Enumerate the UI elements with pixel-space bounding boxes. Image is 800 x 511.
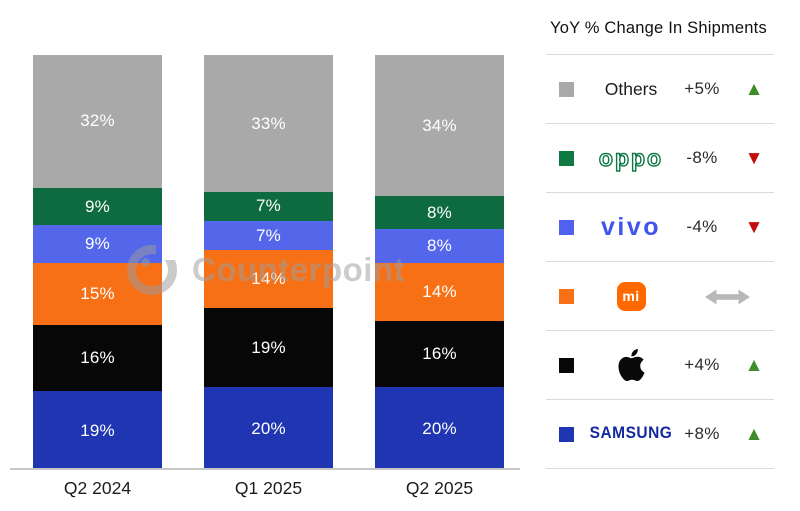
xiaomi-swatch (559, 288, 574, 304)
others-wordmark: Others (604, 78, 658, 99)
legend-row-xiaomi: mi (546, 262, 774, 331)
samsung-logo: SAMSUNG (586, 425, 676, 443)
apple-logo-icon (617, 349, 645, 381)
segment-value-label: 32% (80, 111, 115, 131)
segment-oppo-q2-2024: 9% (33, 187, 162, 226)
segment-oppo-q1-2025: 7% (204, 191, 333, 222)
segment-value-label: 33% (251, 113, 286, 133)
down-triangle-icon: ▼ (744, 216, 764, 238)
flat-double-arrow-icon (705, 289, 750, 310)
segment-oppo-q2-2025: 8% (375, 196, 504, 230)
segment-others-q1-2025: 33% (204, 55, 333, 192)
legend-rows: Others +5% ▲ oppo -8% ▼ vivo -4% ▼ mi +4% ▲ SAMSUNG +… (546, 54, 774, 469)
samsung-yoy-change: +8% (684, 424, 720, 443)
xiaomi-logo: mi (586, 281, 676, 311)
legend-row-samsung: SAMSUNG +8% ▲ (546, 400, 774, 469)
segment-xiaomi-q2-2025: 14% (375, 262, 504, 321)
segment-samsung-q2-2024: 19% (33, 391, 162, 470)
segment-value-label: 19% (80, 420, 115, 440)
vivo-yoy-change: -4% (686, 217, 718, 236)
oppo-trend-indicator: ▼ (734, 149, 774, 168)
segment-value-label: 15% (80, 283, 115, 303)
segment-value-label: 16% (80, 347, 115, 367)
bar-q1-2025: 20% 19% 14% 7% 7% 33% (204, 55, 333, 470)
segment-xiaomi-q1-2025: 14% (204, 250, 333, 309)
others-yoy-change: +5% (684, 79, 720, 98)
legend-row-apple: +4% ▲ (546, 331, 774, 400)
samsung-trend-indicator: ▲ (734, 425, 774, 444)
legend-panel: YoY % Change In Shipments Others +5% ▲ oppo… (546, 0, 774, 469)
segment-value-label: 16% (422, 343, 457, 363)
segment-others-q2-2024: 32% (33, 55, 162, 188)
x-axis-label-q1-2025: Q1 2025 (234, 478, 303, 498)
segment-value-label: 20% (422, 418, 457, 438)
legend-title: YoY % Change In Shipments (550, 19, 767, 37)
segment-value-label: 7% (256, 196, 281, 216)
apple-logo (586, 349, 676, 381)
apple-trend-indicator: ▲ (734, 356, 774, 375)
apple-yoy-change: +4% (684, 355, 720, 374)
legend-row-vivo: vivo -4% ▼ (546, 193, 774, 262)
segment-apple-q2-2024: 16% (33, 324, 162, 392)
segment-value-label: 9% (85, 196, 110, 216)
segment-vivo-q2-2025: 8% (375, 229, 504, 263)
apple-swatch (559, 357, 574, 373)
xiaomi-mi-logo-icon: mi (616, 281, 646, 311)
segment-value-label: 14% (422, 281, 457, 301)
down-triangle-icon: ▼ (744, 147, 764, 169)
segment-samsung-q2-2025: 20% (375, 387, 504, 470)
oppo-wordmark: oppo (598, 144, 664, 171)
segment-samsung-q1-2025: 20% (204, 387, 333, 470)
segment-value-label: 7% (256, 225, 281, 245)
vivo-logo: vivo (586, 213, 676, 242)
segment-value-label: 20% (251, 418, 286, 438)
segment-vivo-q2-2024: 9% (33, 225, 162, 263)
vivo-trend-indicator: ▼ (734, 218, 774, 237)
segment-value-label: 34% (422, 115, 457, 135)
x-axis-label-q2-2025: Q2 2025 (405, 478, 474, 498)
segment-apple-q2-2025: 16% (375, 320, 504, 387)
oppo-swatch (559, 150, 574, 166)
oppo-yoy-change: -8% (686, 148, 718, 167)
samsung-swatch (559, 426, 574, 442)
segment-apple-q1-2025: 19% (204, 308, 333, 387)
up-triangle-icon: ▲ (744, 354, 764, 376)
others-swatch (559, 81, 574, 97)
up-triangle-icon: ▲ (744, 423, 764, 445)
segment-value-label: 14% (251, 269, 286, 289)
segment-value-label: 19% (251, 337, 286, 357)
samsung-wordmark: SAMSUNG (589, 424, 673, 443)
legend-row-others: Others +5% ▲ (546, 55, 774, 124)
segment-value-label: 8% (427, 202, 452, 222)
segment-value-label: 9% (85, 233, 110, 253)
bar-q2-2024: 19% 16% 15% 9% 9% 32% (33, 55, 162, 470)
segment-others-q2-2025: 34% (375, 55, 504, 197)
x-axis-label-q2-2024: Q2 2024 (63, 478, 132, 498)
oppo-logo: oppo (586, 144, 676, 172)
segment-vivo-q1-2025: 7% (204, 221, 333, 251)
segment-value-label: 8% (427, 235, 452, 255)
others-logo: Others (586, 79, 676, 100)
up-triangle-icon: ▲ (744, 78, 764, 100)
x-axis-line (10, 468, 520, 470)
others-trend-indicator: ▲ (734, 80, 774, 99)
vivo-wordmark: vivo (600, 212, 662, 241)
bar-q2-2025: 20% 16% 14% 8% 8% 34% (375, 55, 504, 470)
segment-xiaomi-q2-2024: 15% (33, 262, 162, 325)
vivo-swatch (559, 219, 574, 235)
legend-row-oppo: oppo -8% ▼ (546, 124, 774, 193)
